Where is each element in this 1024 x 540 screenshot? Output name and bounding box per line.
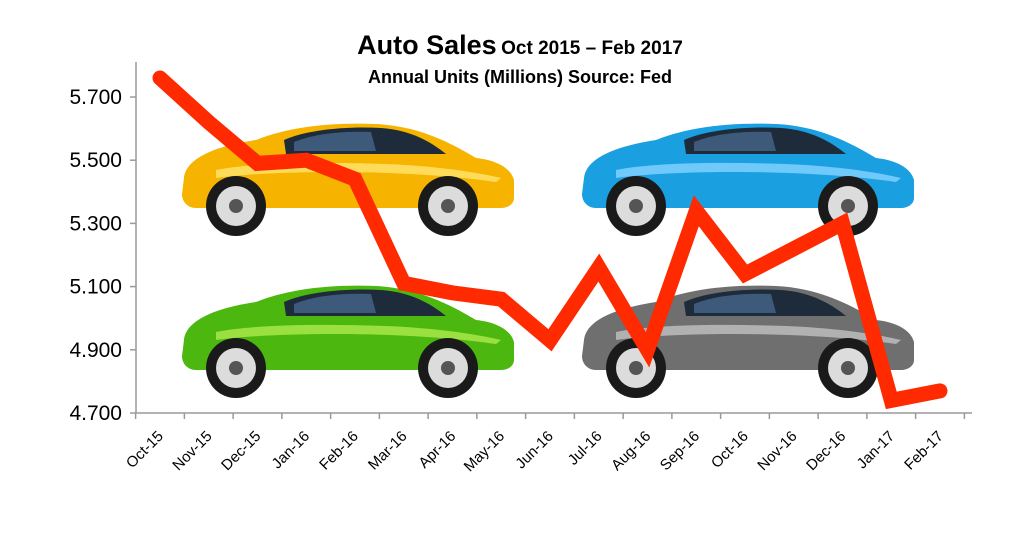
x-tick-label: Nov-15 <box>169 428 215 474</box>
chart-subtitle: Annual Units (Millions) Source: Fed <box>367 67 672 87</box>
y-tick-label: 5.500 <box>69 149 122 172</box>
chart-title: Auto Sales <box>357 30 497 60</box>
x-tick-label: Dec-15 <box>218 428 264 474</box>
x-tick-label: Sep-16 <box>657 428 703 474</box>
x-tick-label: Jan-16 <box>269 428 313 472</box>
x-tick-label: Oct-16 <box>708 428 752 472</box>
blue-car-image <box>582 123 914 236</box>
x-tick-label: Dec-16 <box>803 428 849 474</box>
y-tick-label: 5.300 <box>69 212 122 235</box>
x-tick-label: May-16 <box>461 428 508 475</box>
green-car-image <box>182 285 514 398</box>
x-tick-label: Feb-17 <box>901 428 947 474</box>
x-tick-label: Oct-15 <box>123 428 167 472</box>
x-tick-label: Jun-16 <box>512 428 556 472</box>
y-tick-label: 4.700 <box>69 402 122 425</box>
x-tick-label: Jul-16 <box>565 428 606 469</box>
chart-title-block: Auto Sales Oct 2015 – Feb 2017 Annual Un… <box>300 30 740 88</box>
y-tick-label: 4.900 <box>69 339 122 362</box>
chart-title-range: Oct 2015 – Feb 2017 <box>501 38 683 59</box>
y-tick-label: 5.100 <box>69 276 122 299</box>
yellow-car-image <box>182 123 514 236</box>
y-tick-label: 5.700 <box>69 86 122 109</box>
x-tick-label: Apr-16 <box>415 428 459 472</box>
x-tick-label: Mar-16 <box>365 428 411 474</box>
x-tick-label: Nov-16 <box>754 428 800 474</box>
x-tick-label: Feb-16 <box>316 428 362 474</box>
x-tick-label: Jan-17 <box>854 428 898 472</box>
x-tick-label: Aug-16 <box>608 428 654 474</box>
